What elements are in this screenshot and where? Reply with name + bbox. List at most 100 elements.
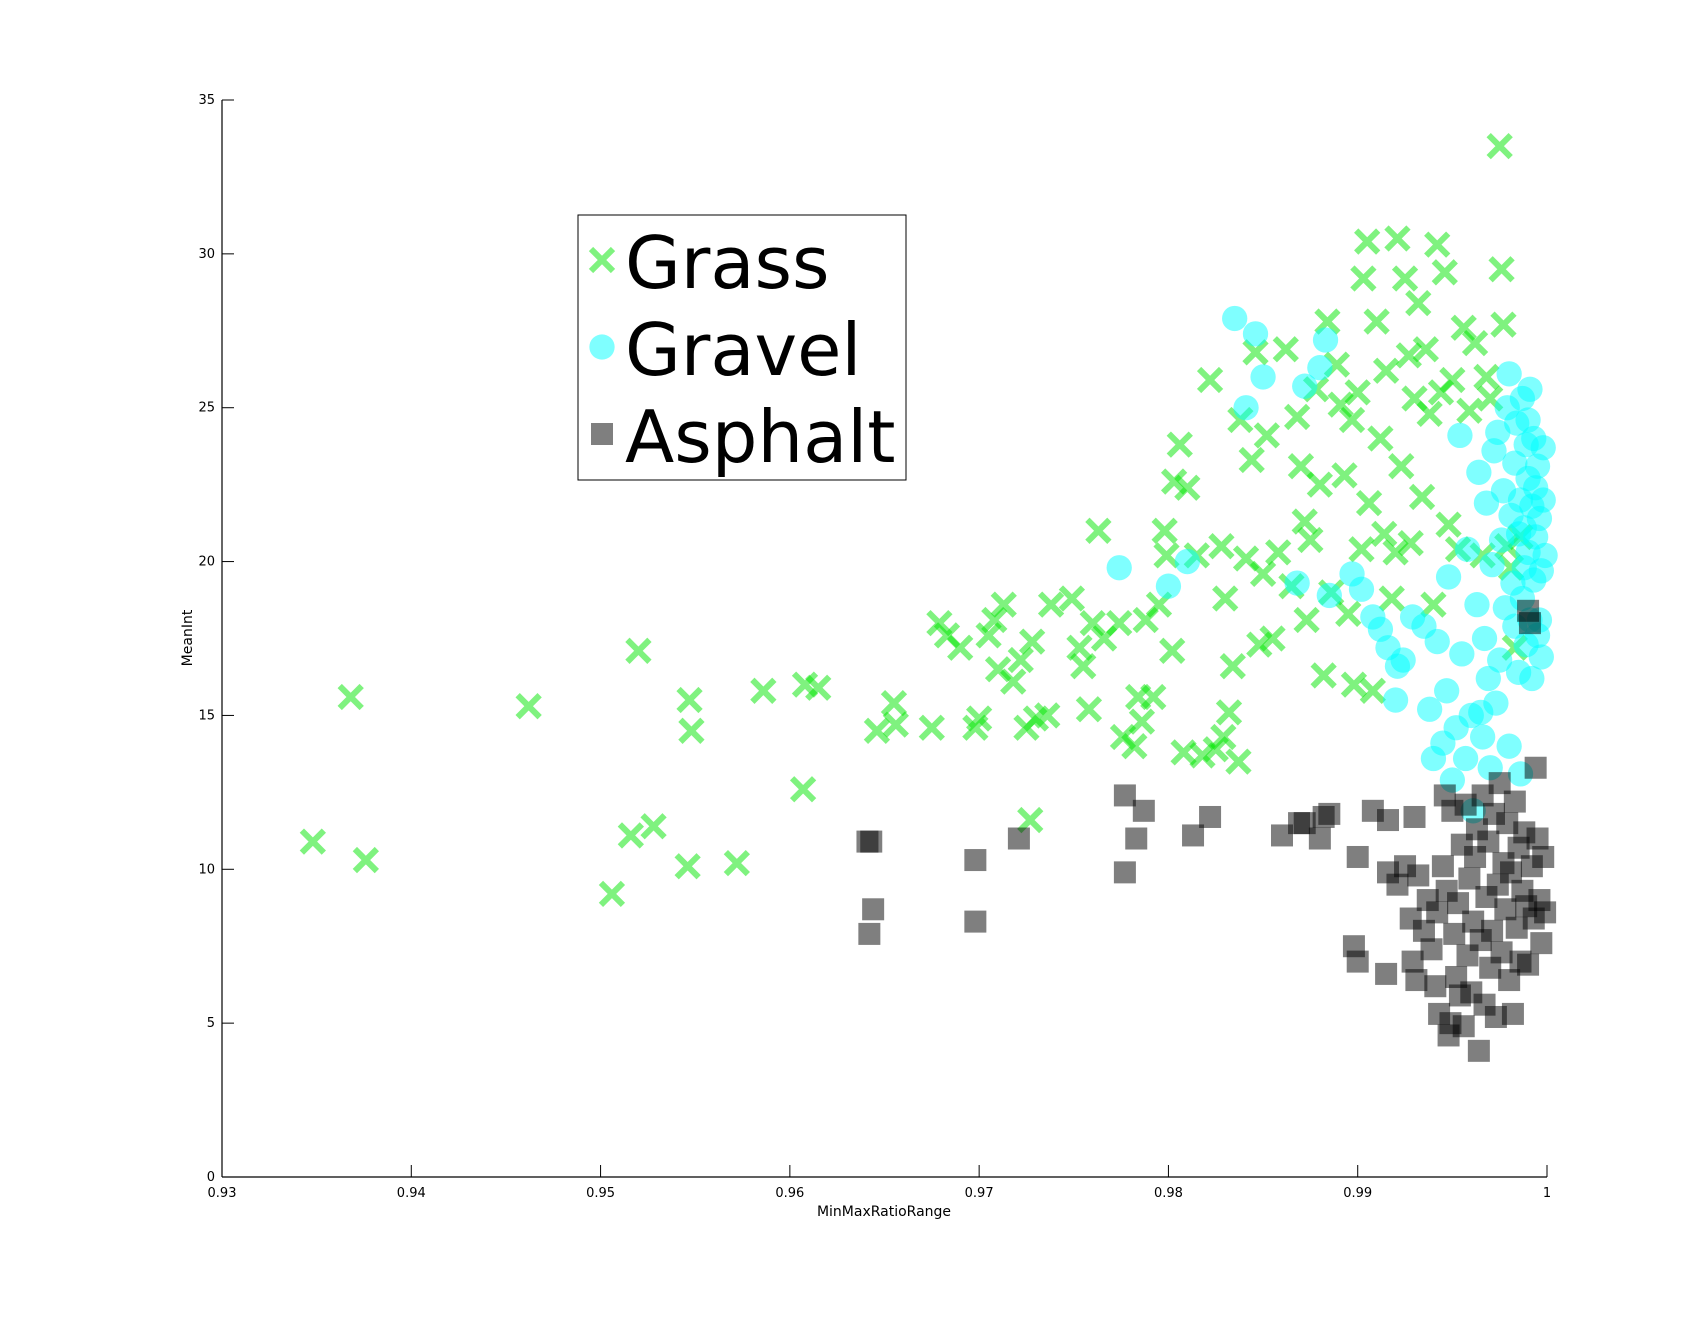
data-point	[1528, 644, 1554, 670]
data-point	[1496, 733, 1522, 759]
data-point	[1019, 628, 1046, 655]
legend-swatch-grass	[588, 246, 616, 274]
data-point	[1113, 784, 1136, 807]
x-tick-label: 0.95	[586, 1186, 615, 1201]
data-point	[1447, 422, 1473, 449]
data-point	[1359, 677, 1386, 704]
data-point	[862, 898, 885, 921]
data-point	[1420, 591, 1447, 618]
x-tick-label: 0.97	[965, 1186, 994, 1201]
x-ticks: 0.93 0.94 0.95 0.96 0.97 0.98 0.99 1	[208, 1165, 1551, 1201]
data-point	[1518, 612, 1541, 635]
data-point	[1471, 625, 1498, 652]
data-point	[1407, 864, 1430, 887]
y-tick-label: 15	[198, 708, 215, 723]
data-point	[1461, 329, 1489, 357]
data-point	[1335, 600, 1362, 628]
data-point	[1424, 628, 1450, 655]
data-point	[1291, 508, 1318, 535]
data-point	[1253, 422, 1280, 449]
legend-label-asphalt: Asphalt	[625, 395, 895, 479]
data-point	[1354, 228, 1381, 255]
legend-swatch-asphalt	[591, 423, 613, 445]
data-point	[1159, 637, 1186, 664]
data-point	[1265, 539, 1292, 566]
data-point	[1434, 678, 1460, 704]
data-point	[1375, 962, 1398, 985]
data-point	[1435, 511, 1462, 538]
data-point	[1246, 631, 1273, 658]
data-point	[1485, 419, 1511, 445]
data-point	[678, 717, 705, 744]
legend-label-gravel: Gravel	[625, 308, 861, 392]
data-point	[1486, 133, 1513, 160]
data-point	[1348, 536, 1375, 563]
data-point	[1454, 793, 1477, 816]
data-point	[1106, 609, 1133, 637]
data-point	[1416, 696, 1443, 722]
data-point	[1405, 289, 1432, 317]
data-point	[1007, 827, 1030, 850]
data-point	[337, 683, 364, 711]
x-tick-label: 0.96	[775, 1186, 804, 1201]
data-point	[1462, 910, 1485, 933]
data-point	[990, 591, 1017, 618]
data-point	[1140, 683, 1167, 711]
data-point	[1155, 573, 1182, 599]
data-point	[1397, 529, 1424, 557]
data-point	[1467, 1039, 1490, 1062]
data-point	[1466, 459, 1492, 485]
data-point	[1017, 806, 1044, 834]
data-point	[674, 853, 701, 880]
x-tick-label: 0.93	[208, 1186, 237, 1201]
series-asphalt	[856, 599, 1557, 1062]
data-point	[1435, 564, 1462, 590]
data-point	[1340, 671, 1368, 698]
data-point	[1293, 606, 1320, 634]
data-point	[1443, 922, 1466, 945]
x-tick-label: 0.99	[1343, 1186, 1372, 1201]
data-point	[1233, 395, 1259, 421]
data-point	[918, 714, 945, 741]
data-point	[966, 705, 993, 732]
y-tick-label: 20	[198, 555, 215, 570]
data-point	[1431, 855, 1454, 878]
data-point	[1331, 462, 1358, 489]
data-point	[1346, 950, 1369, 973]
data-point	[1532, 845, 1555, 868]
data-point	[1128, 708, 1156, 735]
data-point	[1312, 327, 1339, 353]
data-point	[1070, 653, 1097, 680]
data-point	[1469, 724, 1496, 750]
data-point	[1382, 539, 1409, 566]
data-point	[863, 717, 891, 744]
data-point	[1517, 376, 1543, 402]
y-tick-label: 5	[207, 1016, 215, 1031]
data-point	[1121, 733, 1148, 760]
data-point	[1377, 809, 1399, 832]
series-grass	[299, 133, 1534, 908]
axes-layer: 0.93 0.94 0.95 0.96 0.97 0.98 0.99 1 0 5 10 15 20 25…	[180, 93, 1551, 1220]
data-point	[1066, 634, 1093, 661]
data-point	[1452, 1015, 1475, 1038]
data-point	[975, 622, 1002, 649]
data-point	[625, 637, 652, 664]
data-point	[1344, 379, 1371, 406]
data-point	[1037, 591, 1065, 618]
data-point	[1378, 585, 1405, 612]
data-point	[640, 813, 667, 840]
data-point	[1481, 919, 1504, 942]
data-point	[1182, 824, 1205, 847]
data-point	[750, 677, 777, 704]
data-point	[926, 609, 953, 637]
data-point	[1426, 901, 1449, 924]
data-point	[1153, 542, 1180, 569]
data-point	[1287, 453, 1315, 480]
y-tick-label: 0	[207, 1170, 215, 1185]
data-point	[880, 689, 908, 717]
data-point	[1170, 739, 1197, 766]
data-point	[1355, 489, 1383, 517]
data-point	[1292, 373, 1318, 399]
data-point	[1488, 772, 1511, 795]
